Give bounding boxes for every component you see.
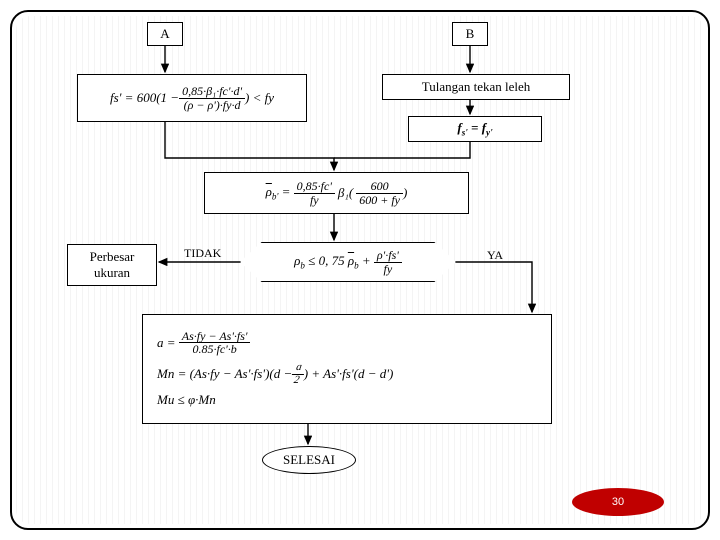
rhob-f2-den: 600 + fy [356, 194, 403, 207]
node-fs-equation: fs' = 600(1 − 0,85·β₁·fc'·d' (ρ − ρ')·fy… [77, 74, 307, 122]
eq-mn: Mn = (As·fy − As'·fs')(d − a 2 ) + As'·f… [157, 362, 393, 386]
decision-frac: ρ'·fs' fy [374, 249, 402, 275]
page-number-badge: 30 [572, 488, 664, 516]
node-results: a = As·fy − As'·fs' 0.85·fc'·b Mn = (As·… [142, 314, 552, 424]
decision-frac-num: ρ'·fs' [374, 249, 402, 263]
node-rhob: ρb' = 0,85·fc' fy β₁( 600 600 + fy ) [204, 172, 469, 214]
slide-frame: A B fs' = 600(1 − 0,85·β₁·fc'·d' (ρ − ρ'… [10, 10, 710, 530]
node-decision: ρb ≤ 0, 75 ρb + ρ'·fs' fy [240, 242, 456, 282]
decision-lhs: ρb ≤ 0, 75 ρb + [294, 253, 374, 271]
fs-rhs: ) < fy [245, 90, 274, 106]
perbesar-label: Perbesarukuran [90, 249, 135, 281]
rhob-mid: β₁( [335, 185, 356, 201]
eq-a-frac: As·fy − As'·fs' 0.85·fc'·b [179, 330, 251, 356]
rhob-f1-den: fy [294, 194, 335, 207]
rhob-frac2: 600 600 + fy [356, 180, 403, 206]
rhob-frac1: 0,85·fc' fy [294, 180, 335, 206]
eq-mn-frac-den: 2 [290, 375, 304, 387]
node-b: B [452, 22, 488, 46]
node-tulangan: Tulangan tekan leleh [382, 74, 570, 100]
eq-a-lhs: a = [157, 335, 176, 351]
selesai-label: SELESAI [283, 452, 335, 468]
tulangan-label: Tulangan tekan leleh [422, 79, 531, 95]
page-number: 30 [612, 496, 624, 508]
eq-a-num: As·fy − As'·fs' [179, 330, 251, 344]
rhob-f1-num: 0,85·fc' [294, 180, 335, 194]
eq-a: a = As·fy − As'·fs' 0.85·fc'·b [157, 330, 250, 356]
label-ya: YA [487, 248, 503, 263]
rhob-lhs: ρb' = [266, 184, 294, 202]
fs-frac-den: (ρ − ρ')·fy·d [179, 99, 245, 112]
fsfy-label: fs' = fy' [457, 120, 492, 138]
node-perbesar: Perbesarukuran [67, 244, 157, 286]
fs-fraction: 0,85·β₁·fc'·d' (ρ − ρ')·fy·d [179, 85, 245, 111]
node-a: A [147, 22, 183, 46]
decision-frac-den: fy [374, 263, 402, 276]
node-b-label: B [466, 26, 475, 42]
label-tidak: TIDAK [184, 246, 221, 261]
node-a-label: A [160, 26, 169, 42]
fs-frac-num: 0,85·β₁·fc'·d' [179, 85, 245, 99]
eq-mn-rhs: ) + As'·fs'(d − d') [304, 366, 394, 382]
rhob-rhs: ) [403, 185, 407, 201]
eq-mn-lhs: Mn = (As·fy − As'·fs')(d − [157, 366, 292, 382]
eq-a-den: 0.85·fc'·b [179, 343, 251, 356]
node-fsfy: fs' = fy' [408, 116, 542, 142]
node-selesai: SELESAI [262, 446, 356, 474]
eq-mu: Mu ≤ φ·Mn [157, 392, 216, 408]
fs-lhs: fs' = 600(1 − [110, 90, 179, 106]
rhob-f2-num: 600 [356, 180, 403, 194]
